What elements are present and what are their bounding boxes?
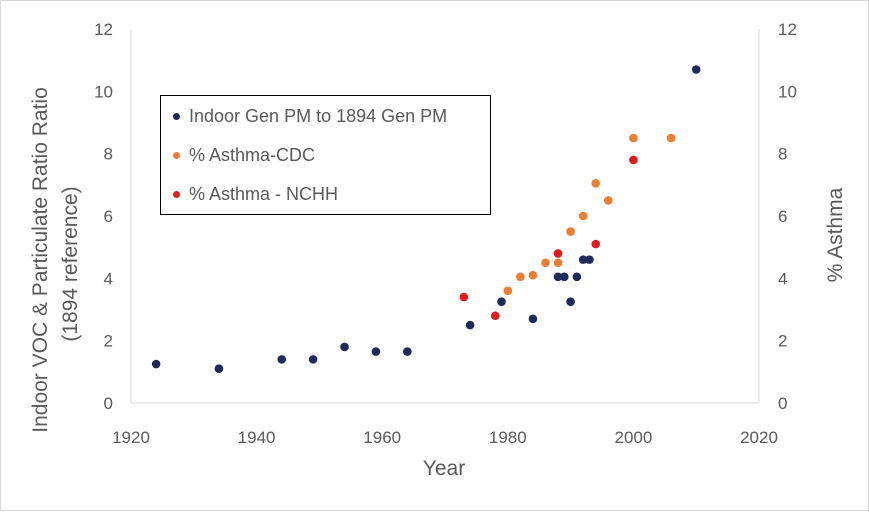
data-point-series-1 [585, 255, 594, 264]
data-point-series-2 [666, 133, 676, 143]
x-tick-label: 2000 [614, 428, 652, 447]
legend-marker-asthma-cdc [173, 151, 180, 159]
data-point-series-2 [503, 286, 513, 296]
data-point-series-1 [528, 314, 538, 324]
x-tick-label: 1920 [112, 428, 150, 447]
legend-label-asthma-cdc: % Asthma-CDC [189, 144, 316, 165]
data-point-series-2 [516, 272, 525, 282]
data-point-series-2 [528, 270, 538, 280]
data-point-series-2 [553, 258, 563, 268]
data-point-series-2 [629, 133, 638, 143]
data-point-series-1 [403, 347, 412, 356]
data-point-series-3 [629, 155, 638, 165]
data-point-series-2 [541, 258, 550, 268]
data-point-series-1 [371, 347, 381, 356]
x-axis-label: Year [423, 457, 465, 480]
data-point-series-3 [553, 249, 563, 258]
data-point-series-3 [459, 292, 469, 302]
axes-layer [130, 29, 760, 404]
data-point-series-1 [308, 355, 318, 364]
y-tick-label: 4 [104, 269, 113, 288]
y2-tick-label: 0 [778, 394, 787, 413]
data-point-series-1 [465, 320, 475, 330]
data-point-series-2 [591, 178, 601, 188]
y-tick-label: 12 [94, 20, 113, 39]
data-point-series-2 [603, 196, 613, 205]
data-point-series-1 [277, 355, 287, 364]
data-point-series-1 [151, 359, 161, 369]
data-point-series-3 [591, 239, 601, 249]
data-point-series-1 [340, 342, 349, 352]
ticks-layer: 1920 1940 1960 1980 2000 20200246810120246810… [94, 20, 797, 447]
y-axis-label-line2: (1894 reference) [59, 186, 82, 341]
data-point-series-1 [560, 272, 569, 282]
data-point-series-1 [566, 297, 575, 307]
y-tick-label: 2 [104, 332, 113, 351]
data-point-series-1 [214, 364, 224, 374]
y2-tick-label: 6 [778, 207, 787, 226]
y2-tick-label: 8 [778, 145, 787, 164]
y2-axis-label: % Asthma [824, 187, 847, 282]
y-axis-label-line1: Indoor VOC & Particulate Ratio Ratio [29, 87, 52, 433]
data-point-series-1 [497, 297, 506, 307]
x-tick-label: 1980 [489, 428, 527, 447]
y2-tick-label: 12 [778, 20, 797, 39]
legend-item-indoor-gen-pm: Indoor Gen PM to 1894 Gen PM [173, 105, 447, 127]
points-layer [151, 65, 701, 374]
data-point-series-1 [572, 272, 582, 282]
legend-item-asthma-nchh: % Asthma - NCHH [173, 183, 338, 205]
data-point-series-3 [490, 311, 500, 321]
y-tick-label: 10 [94, 82, 113, 101]
data-point-series-1 [578, 255, 588, 264]
y2-tick-label: 4 [778, 269, 787, 288]
y2-tick-label: 10 [778, 82, 797, 101]
legend-label-asthma-nchh: % Asthma - NCHH [189, 183, 339, 204]
data-point-series-1 [553, 272, 563, 282]
legend-marker-indoor-gen-pm [173, 112, 180, 120]
x-tick-label: 2020 [740, 428, 778, 447]
x-tick-label: 1940 [238, 428, 276, 447]
y2-tick-label: 2 [778, 332, 787, 351]
legend-item-asthma-cdc: % Asthma-CDC [173, 144, 315, 166]
y-tick-label: 0 [104, 394, 113, 413]
legend-marker-asthma-nchh [173, 190, 180, 198]
data-point-series-2 [566, 227, 575, 236]
legend-label-indoor-gen-pm: Indoor Gen PM to 1894 Gen PM [189, 105, 448, 126]
x-tick-label: 1960 [363, 428, 401, 447]
data-point-series-1 [691, 65, 701, 74]
legend: Indoor Gen PM to 1894 Gen PM % Asthma-CD… [160, 95, 491, 215]
data-point-series-2 [578, 211, 588, 221]
y-tick-label: 6 [104, 207, 113, 226]
y-tick-label: 8 [104, 145, 113, 164]
